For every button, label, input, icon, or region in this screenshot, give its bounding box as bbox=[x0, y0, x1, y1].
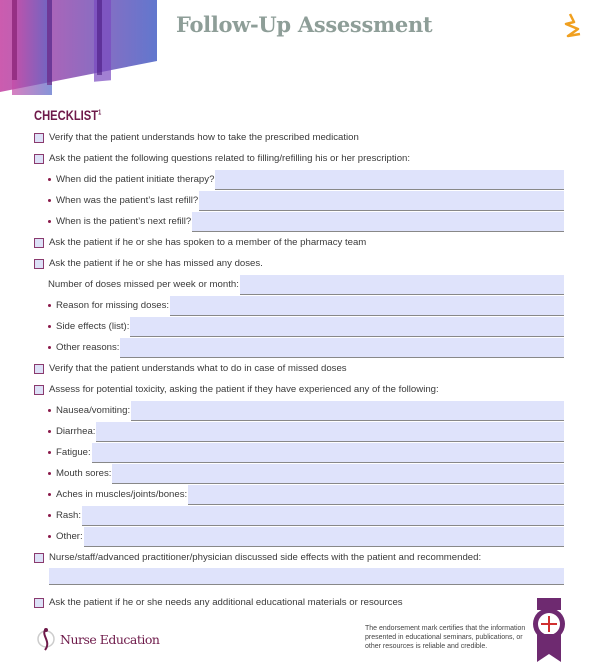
answer-field[interactable] bbox=[83, 526, 564, 547]
bullet-icon bbox=[48, 430, 51, 433]
checklist-item: Ask the patient if he or she needs any a… bbox=[34, 592, 564, 613]
checkbox[interactable] bbox=[34, 258, 44, 269]
answer-field[interactable] bbox=[215, 169, 564, 190]
bullet-icon bbox=[48, 325, 51, 328]
item-label: Rash: bbox=[56, 510, 82, 521]
item-label: Nurse/staff/advanced practitioner/physic… bbox=[49, 552, 482, 563]
checklist-item: Ask the patient if he or she has missed … bbox=[34, 253, 564, 274]
item-label: When is the patient’s next refill? bbox=[56, 216, 192, 227]
question-row: When did the patient initiate therapy? bbox=[34, 169, 564, 190]
item-label: Ask the patient the following questions … bbox=[49, 153, 411, 164]
checkbox[interactable] bbox=[34, 237, 44, 248]
answer-field[interactable] bbox=[199, 190, 564, 211]
answer-field[interactable] bbox=[120, 337, 564, 358]
checklist-item: Verify that the patient understands how … bbox=[34, 127, 564, 148]
item-label: Fatigue: bbox=[56, 447, 91, 458]
endorsement-badge-icon bbox=[533, 598, 565, 662]
question-row: Fatigue: bbox=[34, 442, 564, 463]
item-label: Reason for missing doses: bbox=[56, 300, 170, 311]
bullet-icon bbox=[48, 409, 51, 412]
item-label: When did the patient initiate therapy? bbox=[56, 174, 215, 185]
checkbox[interactable] bbox=[34, 132, 44, 143]
question-row: Other: bbox=[34, 526, 564, 547]
item-label: Other: bbox=[56, 531, 83, 542]
item-label: Ask the patient if he or she has spoken … bbox=[49, 237, 367, 248]
question-row: Reason for missing doses: bbox=[34, 295, 564, 316]
item-label: Diarrhea: bbox=[56, 426, 96, 437]
item-label: Assess for potential toxicity, asking th… bbox=[49, 384, 439, 395]
bullet-icon bbox=[48, 472, 51, 475]
nurse-education-logo: Nurse Education bbox=[36, 626, 160, 652]
answer-field[interactable] bbox=[96, 421, 564, 442]
question-row: Aches in muscles/joints/bones: bbox=[34, 484, 564, 505]
bullet-icon bbox=[48, 514, 51, 517]
brand-logo-icon bbox=[564, 13, 581, 38]
answer-field[interactable] bbox=[112, 463, 564, 484]
item-label: Verify that the patient understands how … bbox=[49, 132, 359, 143]
checklist-item: Ask the patient if he or she has spoken … bbox=[34, 232, 564, 253]
question-row: Other reasons: bbox=[34, 337, 564, 358]
answer-field[interactable] bbox=[239, 274, 564, 295]
answer-field[interactable] bbox=[131, 400, 564, 421]
item-label: Number of doses missed per week or month… bbox=[48, 279, 239, 290]
bullet-icon bbox=[48, 493, 51, 496]
recommendation-row bbox=[48, 568, 564, 586]
checkbox[interactable] bbox=[34, 384, 44, 395]
answer-field[interactable] bbox=[192, 211, 564, 232]
answer-field[interactable] bbox=[170, 295, 564, 316]
checkbox[interactable] bbox=[34, 597, 44, 608]
question-row: Rash: bbox=[34, 505, 564, 526]
item-label: Nausea/vomiting: bbox=[56, 405, 131, 416]
checkbox[interactable] bbox=[34, 153, 44, 164]
answer-field[interactable] bbox=[130, 316, 564, 337]
question-row: Nausea/vomiting: bbox=[34, 400, 564, 421]
checklist-item: Ask the patient the following questions … bbox=[34, 148, 564, 169]
bullet-icon bbox=[48, 304, 51, 307]
answer-field[interactable] bbox=[82, 505, 564, 526]
checkbox[interactable] bbox=[34, 552, 44, 563]
recommendation-field[interactable] bbox=[49, 568, 564, 585]
answer-field[interactable] bbox=[188, 484, 564, 505]
item-label: Other reasons: bbox=[56, 342, 120, 353]
endorsement-text: The endorsement mark certifies that the … bbox=[365, 625, 526, 650]
header-banner-graphic bbox=[0, 0, 157, 95]
checklist-item: Verify that the patient understands what… bbox=[34, 358, 564, 379]
bullet-icon bbox=[48, 220, 51, 223]
checklist-item: Assess for potential toxicity, asking th… bbox=[34, 379, 564, 400]
item-label: Aches in muscles/joints/bones: bbox=[56, 489, 188, 500]
question-row: Side effects (list): bbox=[34, 316, 564, 337]
footer-brand-name: Nurse Education bbox=[60, 631, 160, 647]
item-label: Mouth sores: bbox=[56, 468, 112, 479]
bullet-icon bbox=[48, 346, 51, 349]
checklist-heading: CHECKLIST1 bbox=[34, 107, 102, 123]
item-label: Ask the patient if he or she needs any a… bbox=[49, 597, 403, 608]
page-title: Follow-Up Assessment bbox=[176, 12, 433, 37]
bullet-icon bbox=[48, 199, 51, 202]
checkbox[interactable] bbox=[34, 363, 44, 374]
bullet-icon bbox=[48, 178, 51, 181]
answer-field[interactable] bbox=[91, 442, 564, 463]
question-row: Number of doses missed per week or month… bbox=[34, 274, 564, 295]
checklist: Verify that the patient understands how … bbox=[34, 127, 564, 613]
question-row: Diarrhea: bbox=[34, 421, 564, 442]
question-row: Mouth sores: bbox=[34, 463, 564, 484]
bullet-icon bbox=[48, 451, 51, 454]
checklist-item: Nurse/staff/advanced practitioner/physic… bbox=[34, 547, 564, 568]
item-label: Side effects (list): bbox=[56, 321, 130, 332]
nurse-education-logo-icon bbox=[37, 628, 55, 651]
question-row: When is the patient’s next refill? bbox=[34, 211, 564, 232]
item-label: Verify that the patient understands what… bbox=[49, 363, 347, 374]
item-label: When was the patient’s last refill? bbox=[56, 195, 199, 206]
question-row: When was the patient’s last refill? bbox=[34, 190, 564, 211]
item-label: Ask the patient if he or she has missed … bbox=[49, 258, 263, 269]
bullet-icon bbox=[48, 535, 51, 538]
